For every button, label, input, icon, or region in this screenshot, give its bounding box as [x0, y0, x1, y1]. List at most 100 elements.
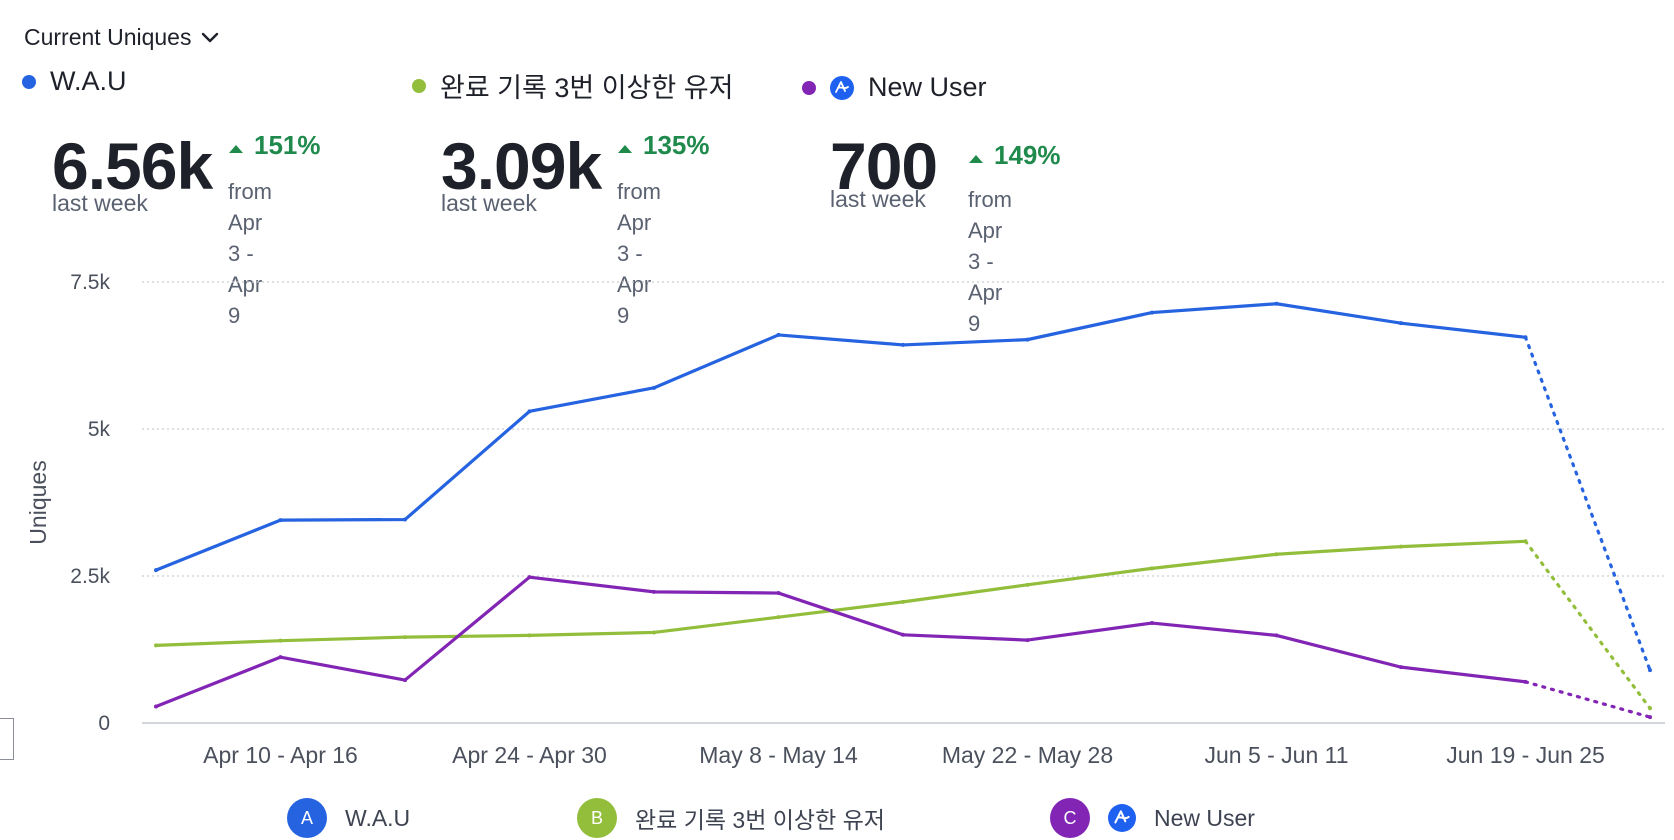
stat-from-new-user: from Apr 3 - Apr 9 — [968, 184, 1012, 339]
x-tick-label: Jun 19 - Jun 25 — [1446, 742, 1605, 768]
amplitude-logo-icon — [1108, 804, 1136, 832]
stat-value-completed: 3.09k — [441, 129, 602, 203]
data-point-b-7 — [1025, 582, 1030, 587]
series-header-new-user: New User — [802, 72, 987, 103]
data-point-c-5 — [776, 591, 781, 596]
data-point-b-4 — [652, 630, 656, 635]
x-tick-label: Jun 5 - Jun 11 — [1204, 742, 1348, 768]
stat-value-new-user: 700 — [830, 129, 938, 203]
data-point-b-11 — [1523, 539, 1528, 544]
legend-label-completed: 완료 기록 3번 이상한 유저 — [635, 807, 885, 833]
data-point-b-2 — [403, 635, 407, 640]
x-tick-label: Apr 24 - Apr 30 — [452, 742, 607, 768]
series-name-completed: 완료 기록 3번 이상한 유저 — [440, 73, 734, 103]
series-header-wau: W.A.U — [22, 66, 127, 97]
data-point-b-8 — [1150, 566, 1154, 571]
data-point-a-7 — [1025, 337, 1030, 342]
stat-from-line1-wau: from Apr 3 - Apr — [228, 179, 272, 297]
legend-item-wau[interactable]: A W.A.U — [287, 798, 410, 838]
stat-from-line2-wau: 9 — [228, 303, 241, 328]
series-incomplete-line-b — [1523, 539, 1652, 710]
stat-from-line1-completed: from Apr 3 - Apr — [617, 179, 661, 297]
y-tick-label: 5k — [88, 418, 111, 441]
stat-from-wau: from Apr 3 - Apr 9 — [228, 176, 272, 331]
stat-change-value-new-user: 149% — [994, 140, 1061, 170]
series-name-wau: W.A.U — [50, 66, 127, 96]
series-dot-wau — [22, 74, 36, 89]
data-point-b-1 — [278, 638, 283, 643]
series-header-completed: 완료 기록 3번 이상한 유저 — [412, 66, 733, 105]
data-point-a-11 — [1523, 335, 1528, 340]
series-line-b — [154, 539, 1528, 647]
legend-item-completed[interactable]: B 완료 기록 3번 이상한 유저 — [577, 798, 885, 838]
data-point-a-10 — [1399, 321, 1403, 326]
stat-change-completed: 135% — [617, 130, 710, 161]
data-point-a-1 — [278, 518, 283, 523]
data-point-b-6 — [901, 599, 905, 604]
stat-period-wau: last week — [52, 190, 148, 216]
stat-period-completed: last week — [441, 190, 537, 216]
data-point-c-4 — [652, 589, 656, 594]
chevron-down-icon — [201, 32, 219, 44]
stat-from-line2-completed: 9 — [617, 303, 630, 328]
series-name-new-user: New User — [868, 72, 987, 102]
data-point-c-8 — [1150, 621, 1154, 626]
series-line-c — [154, 575, 1528, 709]
legend-label-wau: W.A.U — [345, 804, 411, 831]
stat-value-wau: 6.56k — [52, 129, 213, 203]
data-point-c-1 — [278, 655, 283, 660]
x-tick-label: May 22 - May 28 — [942, 742, 1113, 768]
y-tick-label: 7.5k — [70, 271, 110, 294]
data-point-c-0 — [154, 704, 158, 709]
data-point-a-2 — [403, 517, 407, 522]
triangle-up-icon — [968, 140, 984, 171]
data-point-b-10 — [1399, 544, 1403, 549]
stat-from-completed: from Apr 3 - Apr 9 — [617, 176, 661, 331]
panel-edge — [0, 718, 14, 760]
data-point-c-6 — [901, 632, 905, 637]
stat-change-wau: 151% — [228, 130, 321, 161]
data-point-a-0 — [154, 568, 158, 573]
data-point-b-5 — [776, 615, 781, 620]
x-tick-label: Apr 10 - Apr 16 — [203, 742, 358, 768]
y-tick-label: 0 — [98, 712, 110, 735]
data-point-a-4 — [652, 385, 656, 390]
amplitude-logo-icon — [830, 75, 854, 100]
data-point-c-11 — [1523, 679, 1528, 684]
stat-period-new-user: last week — [830, 186, 926, 212]
data-point-a-8 — [1150, 310, 1154, 315]
data-point-a-6 — [901, 342, 905, 347]
data-point-a-9 — [1274, 301, 1279, 306]
stat-from-line1-new-user: from Apr 3 - Apr 9 — [968, 187, 1012, 336]
legend-label-new-user: New User — [1154, 804, 1255, 831]
data-point-c-7 — [1025, 638, 1030, 643]
series-incomplete-line-a — [1523, 335, 1652, 672]
y-tick-label: 2.5k — [70, 565, 110, 588]
legend-badge-wau: A — [287, 798, 327, 838]
data-point-c-9 — [1274, 633, 1279, 638]
data-point-b-9 — [1274, 552, 1279, 557]
data-point-b-3 — [527, 633, 532, 638]
stat-change-value-completed: 135% — [643, 130, 710, 160]
x-tick-label: May 8 - May 14 — [699, 742, 858, 768]
data-point-b-0 — [154, 643, 158, 648]
series-dot-new-user — [802, 80, 816, 95]
data-point-a-5 — [776, 332, 781, 337]
data-point-b-12 — [1648, 706, 1652, 711]
data-point-a-12 — [1648, 668, 1652, 673]
legend-badge-new-user: C — [1050, 798, 1090, 838]
series-line-a — [154, 302, 1528, 572]
y-axis-label: Uniques — [25, 460, 51, 544]
triangle-up-icon — [617, 130, 633, 161]
legend-item-new-user[interactable]: C New User — [1050, 798, 1255, 838]
legend-badge-completed: B — [577, 798, 617, 838]
stat-change-new-user: 149% — [968, 140, 1061, 171]
stat-change-value-wau: 151% — [254, 130, 321, 160]
metric-dropdown-label: Current Uniques — [24, 24, 192, 50]
data-point-c-2 — [403, 678, 407, 683]
data-point-c-3 — [527, 575, 532, 580]
data-point-c-12 — [1648, 715, 1652, 720]
data-point-a-3 — [527, 409, 532, 414]
metric-dropdown[interactable]: Current Uniques — [24, 24, 219, 51]
series-dot-completed — [412, 78, 426, 93]
